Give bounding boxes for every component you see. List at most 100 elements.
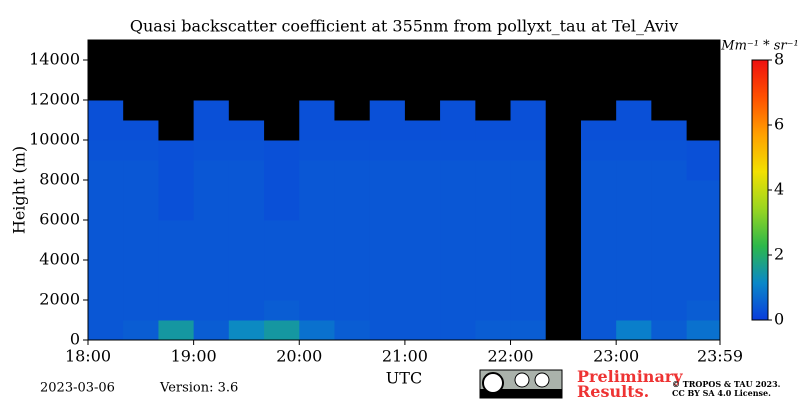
heat-cell [158, 180, 195, 201]
heat-cell [686, 320, 720, 340]
heat-cell [193, 260, 230, 281]
heat-cell [228, 120, 265, 141]
heat-cell [686, 120, 720, 141]
heat-cell [404, 60, 441, 81]
heat-cell [616, 200, 652, 221]
heat-cell [299, 180, 335, 201]
heat-cell [228, 180, 265, 201]
heat-cell [545, 280, 582, 301]
heat-cell [193, 60, 230, 81]
heat-cell [264, 200, 300, 221]
heat-cell [545, 300, 582, 321]
heat-cell [545, 240, 582, 261]
heat-cell [510, 140, 547, 161]
heat-cell [193, 200, 230, 221]
heat-cell [299, 280, 335, 301]
heat-cell [580, 140, 617, 161]
heat-cell [545, 220, 582, 241]
footer-version: Version: 3.6 [159, 381, 238, 396]
heat-cell [264, 180, 300, 201]
colorbar-tick-label: 2 [774, 245, 784, 264]
heat-cell [651, 120, 688, 141]
heat-cell [404, 220, 441, 241]
heat-cell [299, 240, 335, 261]
heat-cell [404, 120, 441, 141]
heat-cell [475, 160, 512, 181]
heat-cell [651, 100, 688, 121]
heat-cell [88, 40, 124, 61]
heat-cell [475, 220, 512, 241]
y-tick-label: 8000 [39, 170, 80, 189]
heat-cell [440, 140, 476, 161]
heat-cell [651, 40, 688, 61]
heat-cell [193, 140, 230, 161]
heat-cell [369, 260, 406, 281]
heat-cell [334, 220, 371, 241]
heat-cell [686, 220, 720, 241]
heat-cell [686, 180, 720, 201]
heat-cell [616, 80, 652, 101]
heat-cell [264, 300, 300, 321]
heat-cell [88, 300, 124, 321]
heat-cell [510, 300, 547, 321]
heat-cell [580, 40, 617, 61]
colorbar-tick-label: 8 [774, 50, 784, 69]
heat-cell [545, 80, 582, 101]
heat-cell [440, 240, 476, 261]
heat-cell [475, 100, 512, 121]
heat-cell [264, 140, 300, 161]
heat-cell [404, 240, 441, 261]
heat-cell [580, 160, 617, 181]
heat-cell [510, 160, 547, 181]
heat-cell [686, 140, 720, 161]
heat-cell [228, 160, 265, 181]
heat-cell [545, 40, 582, 61]
heat-cell [686, 280, 720, 301]
heat-cell [404, 100, 441, 121]
heat-cell [440, 320, 476, 340]
heat-cell [123, 240, 159, 261]
heat-cell [228, 300, 265, 321]
heat-cell [88, 80, 124, 101]
heat-cell [88, 240, 124, 261]
heat-cell [299, 120, 335, 141]
heat-cell [88, 200, 124, 221]
heat-cell [193, 80, 230, 101]
heat-cell [545, 160, 582, 181]
heat-cell [404, 160, 441, 181]
y-tick-label: 4000 [39, 250, 80, 269]
heat-cell [123, 40, 159, 61]
heat-cell [510, 260, 547, 281]
heat-cell [686, 160, 720, 181]
heat-cell [369, 240, 406, 261]
heat-cell [334, 240, 371, 261]
heat-cell [510, 220, 547, 241]
heat-cell [299, 140, 335, 161]
y-tick-label: 2000 [39, 290, 80, 309]
heat-cell [686, 60, 720, 81]
heat-cell [686, 80, 720, 101]
heat-cell [651, 240, 688, 261]
heat-cell [545, 320, 582, 340]
heat-cell [369, 300, 406, 321]
colorbar-tick-label: 0 [774, 310, 784, 329]
heat-cell [545, 140, 582, 161]
y-axis-label: Height (m) [10, 146, 29, 234]
heat-cell [123, 260, 159, 281]
heat-cell [299, 200, 335, 221]
heat-cell [686, 240, 720, 261]
heat-cell [334, 180, 371, 201]
footer-license: CC BY SA 4.0 License. [672, 388, 771, 398]
heat-cell [545, 100, 582, 121]
heat-cell [123, 100, 159, 121]
heat-cell [616, 140, 652, 161]
colorbar-label: Mm⁻¹ * sr⁻¹ [720, 39, 798, 54]
heat-cell [228, 220, 265, 241]
heat-cell [475, 140, 512, 161]
colorbar [751, 59, 769, 321]
x-axis-label: UTC [386, 369, 422, 388]
heat-cell [651, 160, 688, 181]
heat-cell [88, 260, 124, 281]
heat-cell [580, 200, 617, 221]
heat-cell [440, 160, 476, 181]
